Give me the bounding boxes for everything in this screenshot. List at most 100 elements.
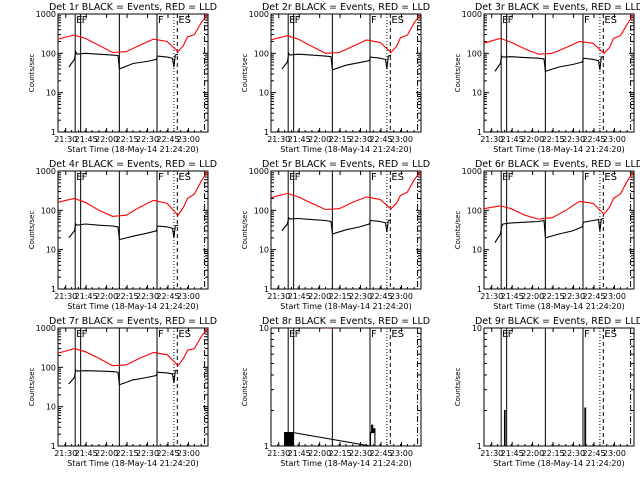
x-axis-label: Start Time (18-May-14 21:24:20) [280,145,411,154]
x-tick-label: 21:30 [480,292,503,301]
time-marker-label: E [502,329,508,340]
y-tick-label: 100 [41,49,56,58]
events-series-line [494,217,605,243]
x-tick-label: 21:45 [75,449,98,458]
y-tick-label: 10 [46,246,56,255]
x-tick-label: 21:45 [288,292,311,301]
x-tick-label: 22:45 [582,135,605,144]
x-tick-label: 22:45 [156,449,179,458]
x-tick-label: 21:30 [54,449,77,458]
lld-series-line [58,171,208,217]
x-tick-label: 22:45 [156,292,179,301]
y-tick-label: 1 [477,442,482,451]
series-group [58,14,208,70]
time-marker-label: E [502,172,508,183]
time-marker-label: ES [391,329,404,340]
x-axis-label: Start Time (18-May-14 21:24:20) [67,302,198,311]
panel-title: Det 5r BLACK = Events, RED = LLD [262,159,430,170]
detector-panel: Det 7r BLACK = Events, RED = LLD Counts/s… [28,316,217,468]
series-group [58,171,208,241]
series-group [271,171,421,235]
detector-panel: Det 6r BLACK = Events, RED = LLD Counts/s… [454,159,640,311]
time-marker-label: ES [604,329,617,340]
x-tick-label: 22:00 [308,449,331,458]
y-tick-label: 10 [472,89,482,98]
x-axis-label: Start Time (18-May-14 21:24:20) [280,302,411,311]
lld-series-line [58,14,208,54]
x-tick-label: 21:30 [54,292,77,301]
events-series-line [281,216,392,235]
panel-title: Det 6r BLACK = Events, RED = LLD [475,159,640,170]
y-tick-label: 1 [51,442,56,451]
y-tick-label: 1 [477,285,482,294]
time-marker-label: F [508,172,514,183]
x-tick-label: 23:00 [390,135,413,144]
x-tick-label: 22:15 [329,135,352,144]
time-marker-label: ES [178,329,191,340]
y-axis-label: Counts/sec [28,368,36,407]
time-marker-label: E [502,15,508,26]
x-tick-label: 22:00 [308,135,331,144]
y-tick-label: 1000 [249,10,269,19]
lld-series-line [484,171,634,220]
y-tick-label: 1000 [462,10,482,19]
x-tick-label: 21:45 [501,292,524,301]
x-axis-label: Start Time (18-May-14 21:24:20) [493,302,624,311]
panel-title: Det 2r BLACK = Events, RED = LLD [262,2,430,13]
x-tick-label: 21:30 [267,292,290,301]
y-tick-label: 1 [264,442,269,451]
x-tick-label: 22:30 [562,135,585,144]
x-tick-label: 22:30 [136,292,159,301]
y-axis-label: Counts/sec [241,54,249,93]
time-marker-label: F [295,172,301,183]
time-marker-label: E [289,172,295,183]
y-tick-label: 10 [472,246,482,255]
y-axis-label: Counts/sec [28,54,36,93]
x-tick-label: 22:30 [562,449,585,458]
y-axis-label: Counts/sec [241,211,249,250]
x-tick-label: 22:30 [349,449,372,458]
x-tick-label: 22:30 [349,135,372,144]
time-marker-label: E [76,15,82,26]
series-group [271,14,421,71]
y-tick-label: 1000 [36,167,56,176]
detector-panel: Det 4r BLACK = Events, RED = LLD Counts/s… [28,159,217,311]
x-axis-label: Start Time (18-May-14 21:24:20) [280,459,411,468]
panel-title: Det 1r BLACK = Events, RED = LLD [49,2,217,13]
time-marker-label: F [371,172,377,183]
y-tick-label: 10 [259,246,269,255]
x-tick-label: 21:45 [501,135,524,144]
series-group [503,407,587,446]
time-marker-label: E [76,329,82,340]
x-tick-label: 22:00 [308,292,331,301]
time-marker-label: ES [178,15,191,26]
x-tick-label: 22:00 [521,135,544,144]
x-tick-label: 22:15 [116,449,139,458]
lld-series-line [271,171,421,211]
x-tick-label: 22:00 [521,449,544,458]
time-marker-label: ES [604,15,617,26]
series-group [484,171,634,243]
x-tick-label: 22:30 [136,449,159,458]
x-tick-label: 21:30 [267,449,290,458]
y-tick-label: 1 [264,285,269,294]
time-marker-label: E [289,15,295,26]
panel-title: Det 7r BLACK = Events, RED = LLD [49,316,217,327]
time-marker-label: F [371,15,377,26]
x-tick-label: 22:15 [542,135,565,144]
x-tick-label: 21:30 [480,449,503,458]
x-tick-label: 22:45 [369,292,392,301]
x-tick-label: 22:15 [542,292,565,301]
y-tick-label: 1 [477,128,482,137]
y-tick-label: 10 [472,324,482,333]
y-tick-label: 100 [254,206,269,215]
time-marker-label: F [295,15,301,26]
x-tick-label: 21:45 [75,135,98,144]
time-marker-label: E [289,329,295,340]
events-series-line [68,222,179,241]
x-tick-label: 22:00 [95,135,118,144]
y-tick-label: 10 [46,89,56,98]
y-tick-label: 100 [467,206,482,215]
y-axis-label: Counts/sec [28,211,36,250]
